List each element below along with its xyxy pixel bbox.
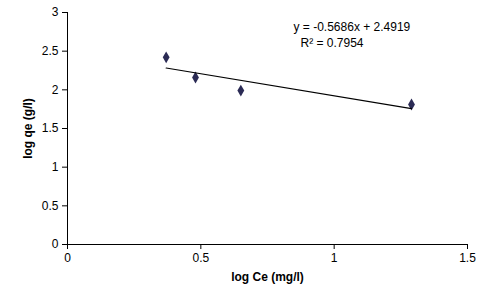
svg-text:2.5: 2.5 [42, 44, 59, 58]
svg-text:0: 0 [52, 237, 59, 251]
svg-text:1.5: 1.5 [42, 121, 59, 135]
svg-text:R² = 0.7954: R² = 0.7954 [301, 36, 364, 50]
svg-text:log Ce (mg/l): log Ce (mg/l) [231, 270, 304, 284]
svg-text:1: 1 [52, 160, 59, 174]
svg-text:1: 1 [331, 251, 338, 265]
svg-text:log qe (g/l): log qe (g/l) [21, 98, 35, 159]
svg-text:y = -0.5686x + 2.4919: y = -0.5686x + 2.4919 [294, 20, 411, 34]
svg-text:0.5: 0.5 [192, 251, 209, 265]
svg-text:3: 3 [52, 5, 59, 19]
svg-text:0: 0 [64, 251, 71, 265]
svg-text:1.5: 1.5 [459, 251, 476, 265]
svg-text:0.5: 0.5 [42, 199, 59, 213]
svg-text:2: 2 [52, 83, 59, 97]
